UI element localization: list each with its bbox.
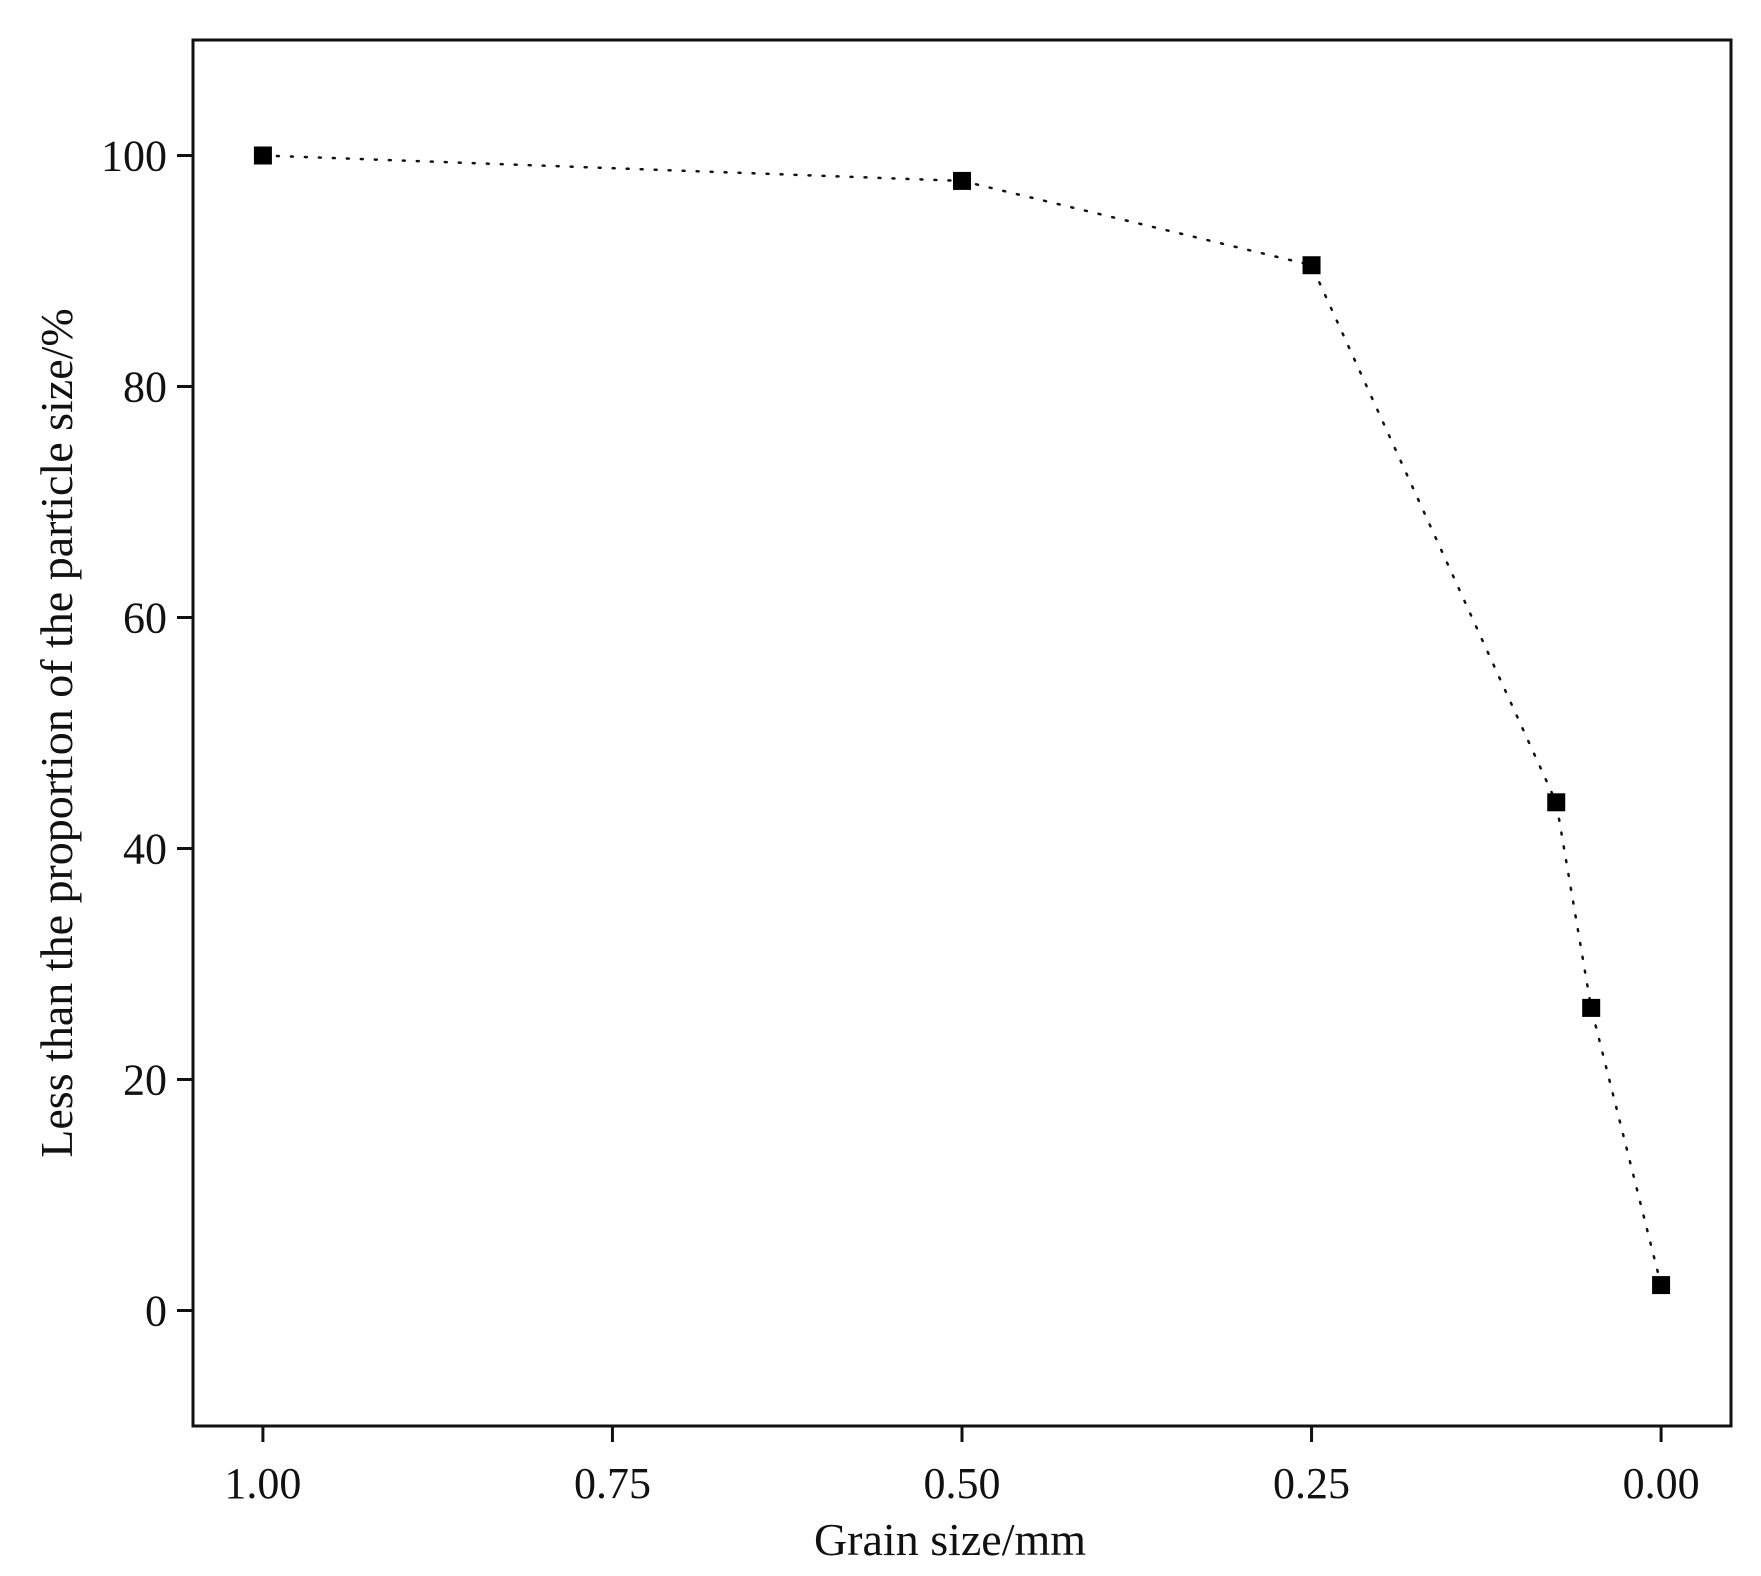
x-tick-label: 0.75 [574, 1459, 651, 1508]
data-points [253, 146, 1671, 1295]
x-axis-ticks: 1.00 0.75 0.50 0.25 0.00 [224, 1426, 1700, 1508]
y-tick-label: 80 [123, 363, 167, 412]
x-tick-label: 0.25 [1273, 1459, 1350, 1508]
plot-frame [191, 38, 1733, 1428]
x-tick-label: 0.00 [1623, 1459, 1700, 1508]
y-tick-label: 60 [123, 594, 167, 643]
x-tick-label: 1.00 [224, 1459, 301, 1508]
y-tick-label: 20 [123, 1056, 167, 1105]
y-axis-label: Less than the proportion of the particle… [31, 308, 82, 1157]
data-point [1302, 256, 1321, 275]
y-tick-label: 40 [123, 825, 167, 874]
y-axis-ticks: 0 20 40 60 80 100 [101, 132, 193, 1336]
y-tick-label: 100 [101, 132, 167, 181]
y-tick-label: 0 [145, 1287, 167, 1336]
x-tick-label: 0.50 [924, 1459, 1001, 1508]
data-point [1582, 998, 1601, 1017]
x-axis-label: Grain size/mm [814, 1514, 1086, 1565]
data-point [953, 171, 971, 190]
data-point [253, 146, 272, 165]
data-point [1652, 1276, 1671, 1295]
data-point [1547, 793, 1566, 812]
series-line [261, 154, 1663, 1287]
